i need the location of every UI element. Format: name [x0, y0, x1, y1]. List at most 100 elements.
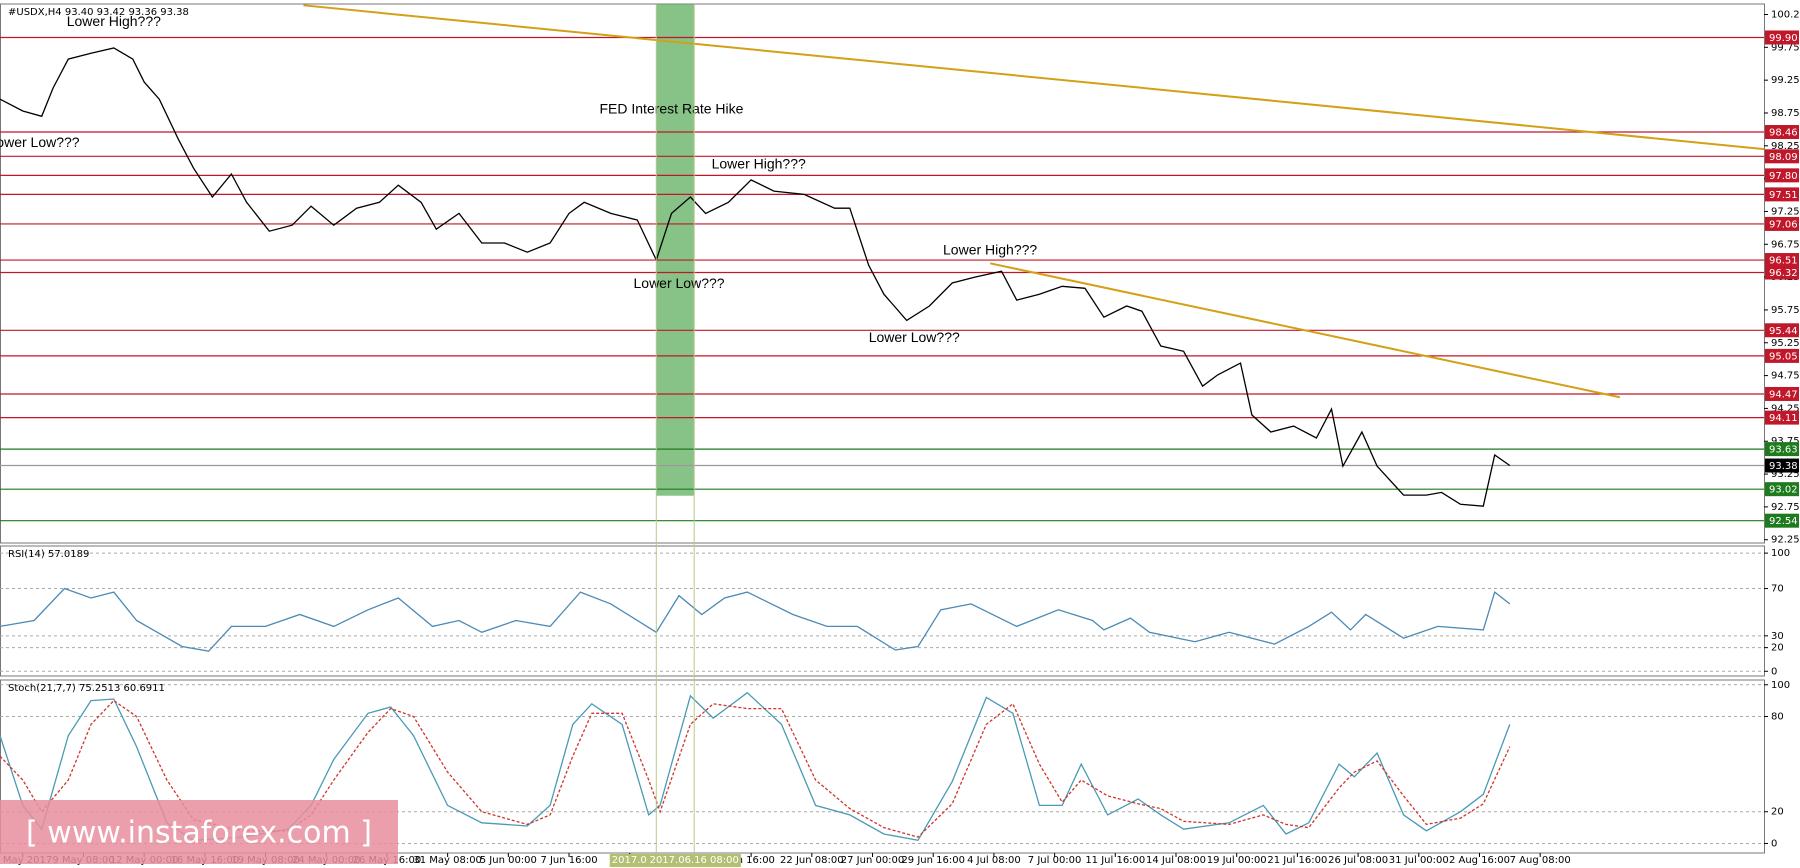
level-label: 99.90: [1769, 33, 1798, 44]
y-tick-label: 0: [1771, 666, 1777, 677]
level-label: 93.63: [1769, 445, 1798, 456]
y-tick-label: 92.25: [1771, 535, 1800, 546]
trendline: [989, 262, 1621, 399]
y-tick-label: 95.25: [1771, 338, 1800, 349]
y-tick-label: 99.25: [1771, 75, 1800, 86]
y-tick-label: 100: [1771, 680, 1790, 691]
level-label-box: [1765, 442, 1799, 457]
y-tick-label: 94.25: [1771, 403, 1800, 414]
y-tick-label: 100: [1771, 548, 1790, 559]
level-label-box: [1765, 513, 1799, 528]
y-tick-label: 94.75: [1771, 371, 1800, 382]
level-label: 95.05: [1769, 351, 1798, 362]
series-line: [0, 47, 1511, 507]
annotation: Lower Low???: [869, 329, 960, 345]
x-tick-label: 14 Jul 08:00: [1146, 855, 1206, 866]
y-tick-label: 98.75: [1771, 108, 1800, 119]
level-label-box: [1765, 125, 1799, 140]
level-label: 94.11: [1769, 413, 1798, 424]
level-label: 96.32: [1769, 268, 1798, 279]
y-tick-label: 96.75: [1771, 239, 1800, 250]
x-tick-label: 7 Jul 00:00: [1028, 855, 1082, 866]
panel-frame: [0, 545, 1765, 677]
y-tick-label: 98.25: [1771, 141, 1800, 152]
x-tick-label: 22 Jun 08:00: [780, 855, 844, 866]
level-label-box: [1765, 30, 1799, 45]
annotation: Lower High???: [67, 13, 161, 29]
level-label: 93.38: [1769, 461, 1798, 472]
y-tick-label: 100.25: [1771, 10, 1800, 21]
level-label-box: [1765, 187, 1799, 202]
x-tick-label: Jun 16:00: [726, 855, 775, 866]
x-tick-label: 26 Jul 08:00: [1328, 855, 1388, 866]
level-label-box: [1765, 458, 1799, 473]
level-label: 94.47: [1769, 389, 1798, 400]
panel-frame: [0, 3, 1765, 544]
x-tick-label: 31 May 08:00: [413, 855, 482, 866]
y-tick-label: 0: [1771, 838, 1777, 849]
crosshair-label-box: [609, 854, 659, 867]
annotation: FED Interest Rate Hike: [599, 100, 743, 116]
level-label: 95.44: [1769, 326, 1798, 337]
x-tick-label: 7 Jun 16:00: [540, 855, 597, 866]
watermark-box: [0, 800, 398, 864]
series-line: [0, 587, 1511, 652]
level-label-box: [1765, 410, 1799, 425]
panel-frame: [0, 679, 1765, 854]
x-tick-label: 4 Jul 08:00: [967, 855, 1021, 866]
crosshair-label: 2017.06.: [612, 855, 657, 866]
y-tick-label: 20: [1771, 643, 1784, 654]
level-label-box: [1765, 323, 1799, 338]
y-tick-label: 20: [1771, 807, 1784, 818]
y-tick-label: 70: [1771, 584, 1784, 595]
y-tick-label: 92.75: [1771, 502, 1800, 513]
y-tick-label: 97.25: [1771, 206, 1800, 217]
level-label: 92.54: [1769, 516, 1798, 527]
level-label-box: [1765, 149, 1799, 164]
x-tick-label: 29 Jun 16:00: [901, 855, 965, 866]
x-tick-label: 19 Jul 00:00: [1207, 855, 1267, 866]
level-label-box: [1765, 265, 1799, 280]
x-tick-label: 21 Jul 16:00: [1267, 855, 1327, 866]
x-tick-label: 5 Jun 00:00: [480, 855, 537, 866]
annotation: Lower Low???: [634, 275, 725, 291]
level-label: 96.51: [1769, 256, 1798, 267]
level-label: 98.09: [1769, 152, 1798, 163]
y-tick-label: 95.75: [1771, 305, 1800, 316]
panel-title: RSI(14) 57.0189: [8, 549, 89, 560]
crosshair-label: 2017.06.16 08:00: [650, 855, 739, 866]
x-tick-label: 11 Jul 16:00: [1085, 855, 1145, 866]
crosshair-label-box: [647, 854, 741, 867]
y-tick-label: 80: [1771, 712, 1784, 723]
x-tick-label: 2 Aug 16:00: [1449, 855, 1510, 866]
level-label-box: [1765, 482, 1799, 497]
annotation: ower Low???: [0, 134, 80, 150]
level-label: 97.06: [1769, 219, 1798, 230]
y-tick-label: 93.25: [1771, 469, 1800, 480]
level-label-box: [1765, 348, 1799, 363]
watermark: [ www.instaforex.com ]: [26, 816, 372, 851]
level-label: 93.02: [1769, 485, 1798, 496]
y-tick-label: 93.75: [1771, 436, 1800, 447]
event-band: [656, 4, 695, 496]
annotation: Lower High???: [712, 156, 806, 172]
x-tick-label: 31 Jul 00:00: [1389, 855, 1449, 866]
level-label: 97.80: [1769, 171, 1798, 182]
x-tick-label: 7 Aug 08:00: [1510, 855, 1571, 866]
level-label-box: [1765, 253, 1799, 268]
level-label-box: [1765, 216, 1799, 231]
panel-title: Stoch(21,7,7) 75.2513 60.6911: [8, 683, 165, 694]
level-label: 97.51: [1769, 190, 1798, 201]
y-tick-label: 99.75: [1771, 42, 1800, 53]
panel-title: #USDX,H4 93.40 93.42 93.36 93.38: [8, 7, 189, 18]
trendline: [303, 4, 1765, 151]
level-label: 98.46: [1769, 128, 1798, 139]
y-tick-label: 30: [1771, 631, 1784, 642]
level-label-box: [1765, 168, 1799, 183]
level-label-box: [1765, 386, 1799, 401]
annotation: Lower High???: [943, 242, 1037, 258]
x-tick-label: 27 Jun 00:00: [841, 855, 905, 866]
